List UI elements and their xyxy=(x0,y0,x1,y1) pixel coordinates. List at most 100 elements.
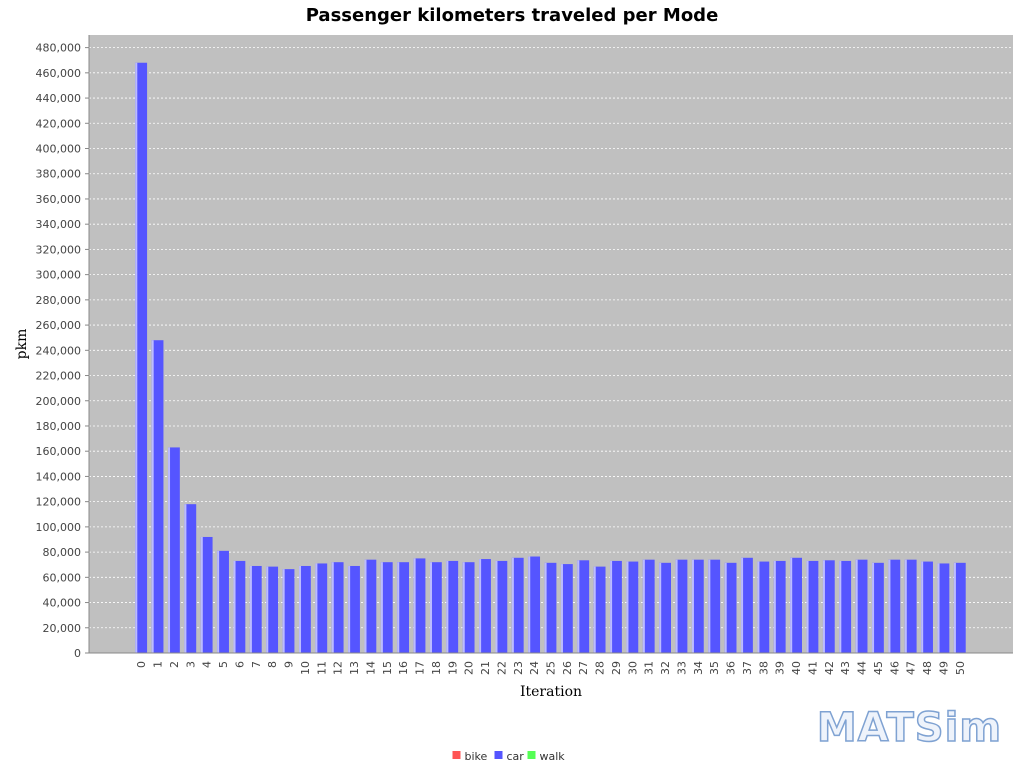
bar-fill xyxy=(642,559,655,653)
bar-car-18 xyxy=(429,562,442,653)
x-tick-label: 0 xyxy=(135,661,148,668)
bar-highlight xyxy=(299,565,302,653)
x-tick-label: 42 xyxy=(823,661,836,675)
bar-highlight xyxy=(839,560,842,653)
x-tick-label: 28 xyxy=(594,661,607,675)
bar-highlight xyxy=(806,560,809,653)
x-tick-label: 8 xyxy=(266,661,279,668)
bar-fill xyxy=(380,562,393,653)
x-tick-label: 19 xyxy=(446,661,459,675)
bar-highlight xyxy=(773,560,776,653)
bar-highlight xyxy=(266,566,269,653)
y-tick-label: 200,000 xyxy=(36,395,82,408)
x-tick-label: 13 xyxy=(348,661,361,675)
bar-highlight xyxy=(560,564,563,653)
legend-swatch xyxy=(494,751,503,759)
y-tick-label: 40,000 xyxy=(43,597,82,610)
x-tick-label: 18 xyxy=(430,661,443,675)
bar-fill xyxy=(855,559,868,653)
y-axis-label: pkm xyxy=(14,329,30,360)
bar-highlight xyxy=(380,562,383,653)
bar-car-37 xyxy=(741,557,753,653)
x-tick-label: 30 xyxy=(626,661,639,675)
bar-car-20 xyxy=(462,562,475,653)
legend-label: car xyxy=(507,750,525,763)
y-tick-label: 460,000 xyxy=(36,67,82,80)
bar-car-32 xyxy=(659,562,672,653)
bar-fill xyxy=(495,560,508,653)
bar-highlight xyxy=(675,559,678,653)
bar-fill xyxy=(266,566,279,653)
bar-highlight xyxy=(921,561,924,653)
bar-highlight xyxy=(151,340,154,653)
x-tick-label: 23 xyxy=(512,661,525,675)
y-axis-ticks: 0 20,000 40,000 60,000 80,000 100,000 120,000 1… xyxy=(36,42,89,660)
bar-fill xyxy=(331,562,344,653)
bar-highlight xyxy=(282,569,285,653)
bar-car-45 xyxy=(872,562,884,653)
bar-car-43 xyxy=(839,560,852,653)
y-tick-label: 240,000 xyxy=(36,344,82,357)
bar-fill xyxy=(773,560,786,653)
bar-highlight xyxy=(184,504,187,653)
x-tick-label: 39 xyxy=(774,661,787,675)
bar-car-39 xyxy=(773,560,786,653)
bar-highlight xyxy=(544,562,547,653)
bar-highlight xyxy=(724,562,727,653)
x-tick-label: 5 xyxy=(217,661,230,668)
bar-highlight xyxy=(462,562,465,653)
bar-car-44 xyxy=(855,559,868,653)
legend-item-car: car xyxy=(494,750,525,763)
bar-fill xyxy=(233,560,246,653)
y-tick-label: 380,000 xyxy=(36,168,82,181)
bar-car-14 xyxy=(364,559,377,653)
bar-fill xyxy=(299,565,311,653)
x-tick-label: 15 xyxy=(381,661,394,675)
bar-car-5 xyxy=(217,550,229,653)
bar-fill xyxy=(659,562,672,653)
bar-highlight xyxy=(741,557,744,653)
bar-fill xyxy=(921,561,933,653)
x-tick-label: 37 xyxy=(741,661,754,675)
bar-fill xyxy=(528,556,541,653)
bar-fill xyxy=(790,557,802,653)
bar-fill xyxy=(282,569,295,653)
bar-fill xyxy=(544,562,557,653)
bar-car-16 xyxy=(397,562,410,653)
bar-car-28 xyxy=(593,566,606,653)
bar-car-47 xyxy=(904,559,917,653)
bar-fill xyxy=(937,563,950,653)
bar-fill xyxy=(462,562,475,653)
y-tick-label: 440,000 xyxy=(36,92,82,105)
x-tick-label: 16 xyxy=(397,661,410,675)
x-tick-label: 44 xyxy=(856,661,869,675)
plot-area xyxy=(89,35,1013,653)
bar-highlight xyxy=(855,559,858,653)
x-tick-label: 27 xyxy=(577,661,590,675)
bar-highlight xyxy=(953,562,956,653)
bar-series xyxy=(135,62,966,653)
x-tick-label: 50 xyxy=(954,661,967,675)
bar-fill xyxy=(806,560,819,653)
legend-label: walk xyxy=(540,750,566,763)
bar-car-1 xyxy=(151,340,164,653)
x-tick-label: 25 xyxy=(545,661,558,675)
bar-fill xyxy=(249,565,262,653)
bar-highlight xyxy=(495,560,498,653)
bar-fill xyxy=(511,557,524,653)
x-tick-label: 7 xyxy=(250,661,263,668)
bar-highlight xyxy=(397,562,400,653)
bar-car-36 xyxy=(724,562,737,653)
y-tick-label: 120,000 xyxy=(36,496,82,509)
bar-car-17 xyxy=(413,558,426,653)
bar-highlight xyxy=(135,62,138,653)
bar-fill xyxy=(904,559,917,653)
x-tick-label: 41 xyxy=(806,661,819,675)
x-tick-label: 9 xyxy=(283,661,296,668)
x-tick-label: 11 xyxy=(315,661,328,675)
bar-fill xyxy=(397,562,410,653)
x-tick-label: 26 xyxy=(561,661,574,675)
legend-swatch xyxy=(527,751,536,759)
bar-car-22 xyxy=(495,560,508,653)
